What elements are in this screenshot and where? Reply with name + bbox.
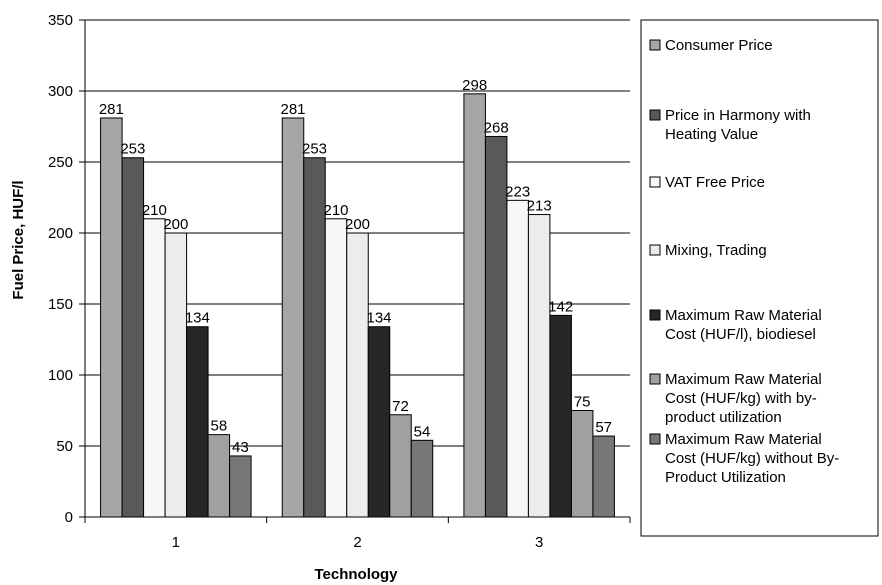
data-label: 75 (574, 394, 591, 411)
legend-box (640, 19, 879, 537)
data-label: 57 (595, 419, 612, 436)
y-axis-title: Fuel Price, HUF/l (10, 180, 27, 299)
data-label: 223 (505, 183, 530, 200)
x-tick-label: 1 (172, 534, 180, 551)
data-label: 281 (280, 101, 305, 118)
x-tick-label: 3 (535, 534, 543, 551)
bar (229, 455, 252, 518)
legend-label: Cost (HUF/l), biodiesel (665, 326, 816, 343)
data-label: 200 (345, 216, 370, 233)
legend-swatch (649, 373, 661, 385)
data-label: 210 (323, 202, 348, 219)
axes: 0 50 100 150 200 250 300 350 1 2 3 (48, 12, 631, 551)
legend-label: Mixing, Trading (665, 242, 767, 259)
data-label: 268 (484, 119, 509, 136)
bar (506, 199, 529, 518)
data-label: 298 (462, 77, 487, 94)
data-label: 210 (142, 202, 167, 219)
legend-label: Price in Harmony with (665, 107, 811, 124)
data-label: 134 (185, 310, 210, 327)
bar (527, 214, 551, 518)
bar (367, 326, 391, 518)
y-tick-label: 300 (48, 83, 73, 100)
legend-label: VAT Free Price (665, 174, 765, 191)
legend-swatch (649, 176, 661, 188)
bar (410, 439, 434, 518)
bar (592, 435, 615, 518)
bar (324, 218, 348, 518)
data-label: 54 (414, 423, 431, 440)
data-label: 58 (210, 418, 227, 435)
bar (143, 218, 166, 518)
legend-label: Product Utilization (665, 469, 786, 486)
x-tick-label: 2 (353, 534, 361, 551)
bar (121, 157, 145, 518)
bar (303, 157, 326, 518)
bar (549, 314, 572, 518)
legend-label: Maximum Raw Material (665, 307, 822, 324)
data-label: 72 (392, 398, 409, 415)
data-label: 253 (120, 141, 145, 158)
legend-label: Heating Value (665, 126, 758, 143)
y-tick-label: 50 (56, 438, 73, 455)
legend-label: Cost (HUF/kg) with by- (665, 390, 817, 407)
bar (346, 232, 369, 518)
legend-swatch (649, 39, 661, 51)
data-label: 134 (366, 310, 391, 327)
data-label: 200 (163, 216, 188, 233)
y-tick-label: 350 (48, 12, 73, 29)
y-tick-label: 0 (65, 509, 73, 526)
legend-label: product utilization (665, 409, 782, 426)
data-label: 281 (99, 101, 124, 118)
bar (463, 93, 486, 518)
bar (570, 410, 594, 518)
legend-swatch (649, 433, 661, 445)
bar (100, 117, 123, 518)
legend-swatch (649, 109, 661, 121)
bar (207, 434, 231, 518)
legend-swatch (649, 244, 661, 256)
bars (100, 93, 615, 518)
bar (186, 326, 209, 518)
y-tick-label: 150 (48, 296, 73, 313)
data-label: 213 (527, 198, 552, 215)
data-label: 43 (232, 439, 249, 456)
bar (484, 135, 508, 518)
legend-label: Cost (HUF/kg) without By- (665, 450, 839, 467)
bar (164, 232, 188, 518)
data-label: 253 (302, 141, 327, 158)
legend-label: Maximum Raw Material (665, 431, 822, 448)
y-tick-label: 200 (48, 225, 73, 242)
legend-label: Maximum Raw Material (665, 371, 822, 388)
data-label: 142 (548, 298, 573, 315)
x-axis-title: Technology (314, 566, 398, 583)
y-tick-label: 100 (48, 367, 73, 384)
bar (389, 414, 412, 518)
legend: Consumer Price Price in Harmony with Heati… (640, 19, 879, 537)
bar (281, 117, 305, 518)
legend-label: Consumer Price (665, 37, 773, 54)
y-tick-label: 250 (48, 154, 73, 171)
data-labels: 2812532102001345843281253210200134725429… (99, 77, 612, 456)
legend-swatch (649, 309, 661, 321)
